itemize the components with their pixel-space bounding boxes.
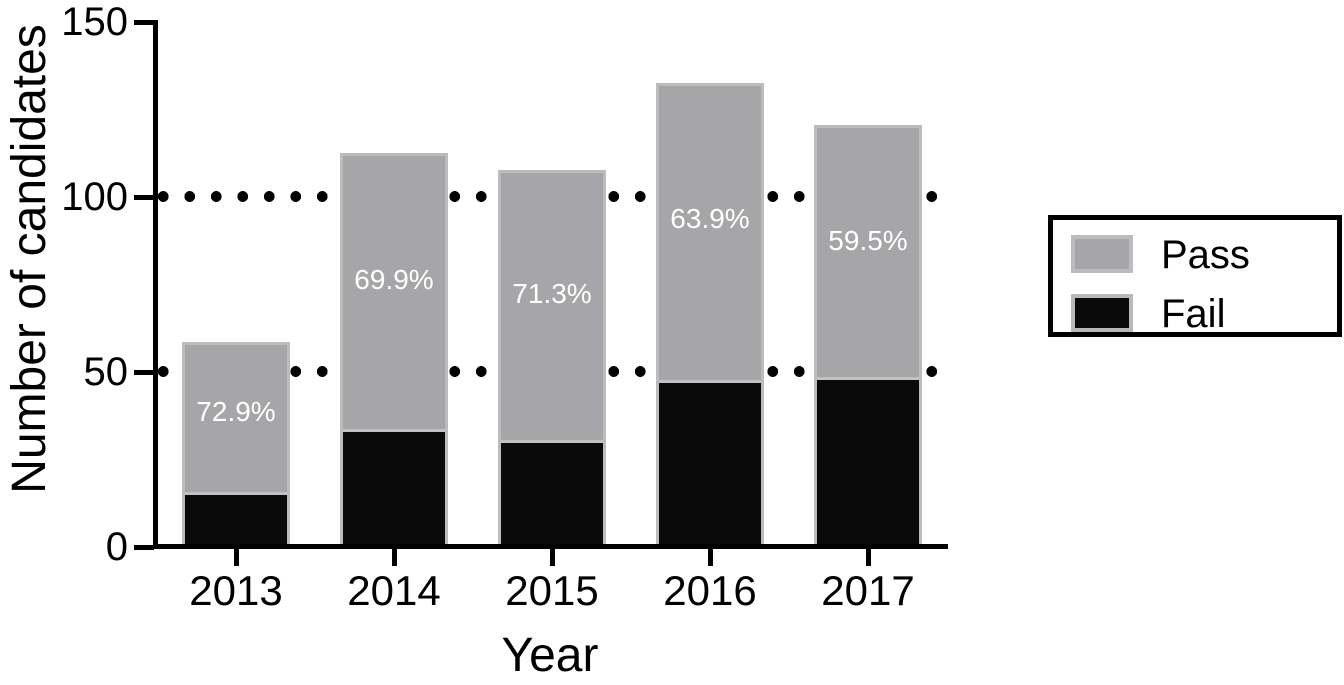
x-tick-2016	[707, 549, 713, 566]
bar-group-2016: 63.9%	[656, 82, 764, 548]
x-axis-title: Year	[501, 629, 599, 682]
x-tick-2015	[549, 549, 555, 566]
y-tick-0	[134, 545, 154, 550]
y-tick-label-100: 100	[61, 175, 128, 219]
x-tick-label-2017: 2017	[821, 567, 915, 614]
x-axis-line	[153, 544, 948, 549]
y-tick-100	[134, 195, 154, 200]
bar-percent-label: 69.9%	[354, 263, 434, 295]
x-tick-label-2016: 2016	[663, 567, 757, 614]
x-tick-label-2014: 2014	[347, 567, 441, 614]
bar-group-2014: 69.9%	[340, 152, 448, 548]
bar-percent-label: 59.5%	[828, 224, 908, 256]
legend-swatch-pass	[1071, 235, 1133, 273]
legend-label-fail: Fail	[1161, 292, 1226, 336]
bar-group-2013: 72.9%	[182, 341, 290, 548]
y-tick-50	[134, 370, 154, 375]
legend-swatch-fail	[1071, 294, 1133, 332]
bar-group-2015: 71.3%	[498, 170, 606, 548]
bar-fail-segment	[817, 376, 919, 548]
y-tick-label-0: 0	[105, 525, 128, 569]
x-tick-2014	[391, 549, 397, 566]
x-tick-2017	[865, 549, 871, 566]
y-tick-label-150: 150	[61, 0, 128, 44]
legend-label-pass: Pass	[1161, 233, 1250, 277]
bar-percent-label: 71.3%	[512, 278, 592, 310]
y-axis-title: Number of candidates	[3, 24, 56, 494]
bar-fail-segment	[185, 492, 287, 548]
bar-percent-label: 72.9%	[196, 396, 276, 428]
legend: Pass Fail	[1048, 215, 1342, 337]
x-tick-label-2015: 2015	[505, 567, 599, 614]
bar-fail-segment	[659, 380, 761, 548]
bar-group-2017: 59.5%	[814, 124, 922, 548]
bar-percent-label: 63.9%	[670, 203, 750, 235]
bar-fail-segment	[343, 429, 445, 548]
x-tick-label-2013: 2013	[189, 567, 283, 614]
y-tick-label-50: 50	[83, 350, 129, 394]
y-axis-line	[153, 20, 158, 548]
y-tick-150	[134, 20, 154, 25]
x-tick-2013	[233, 549, 239, 566]
bar-fail-segment	[501, 439, 603, 548]
